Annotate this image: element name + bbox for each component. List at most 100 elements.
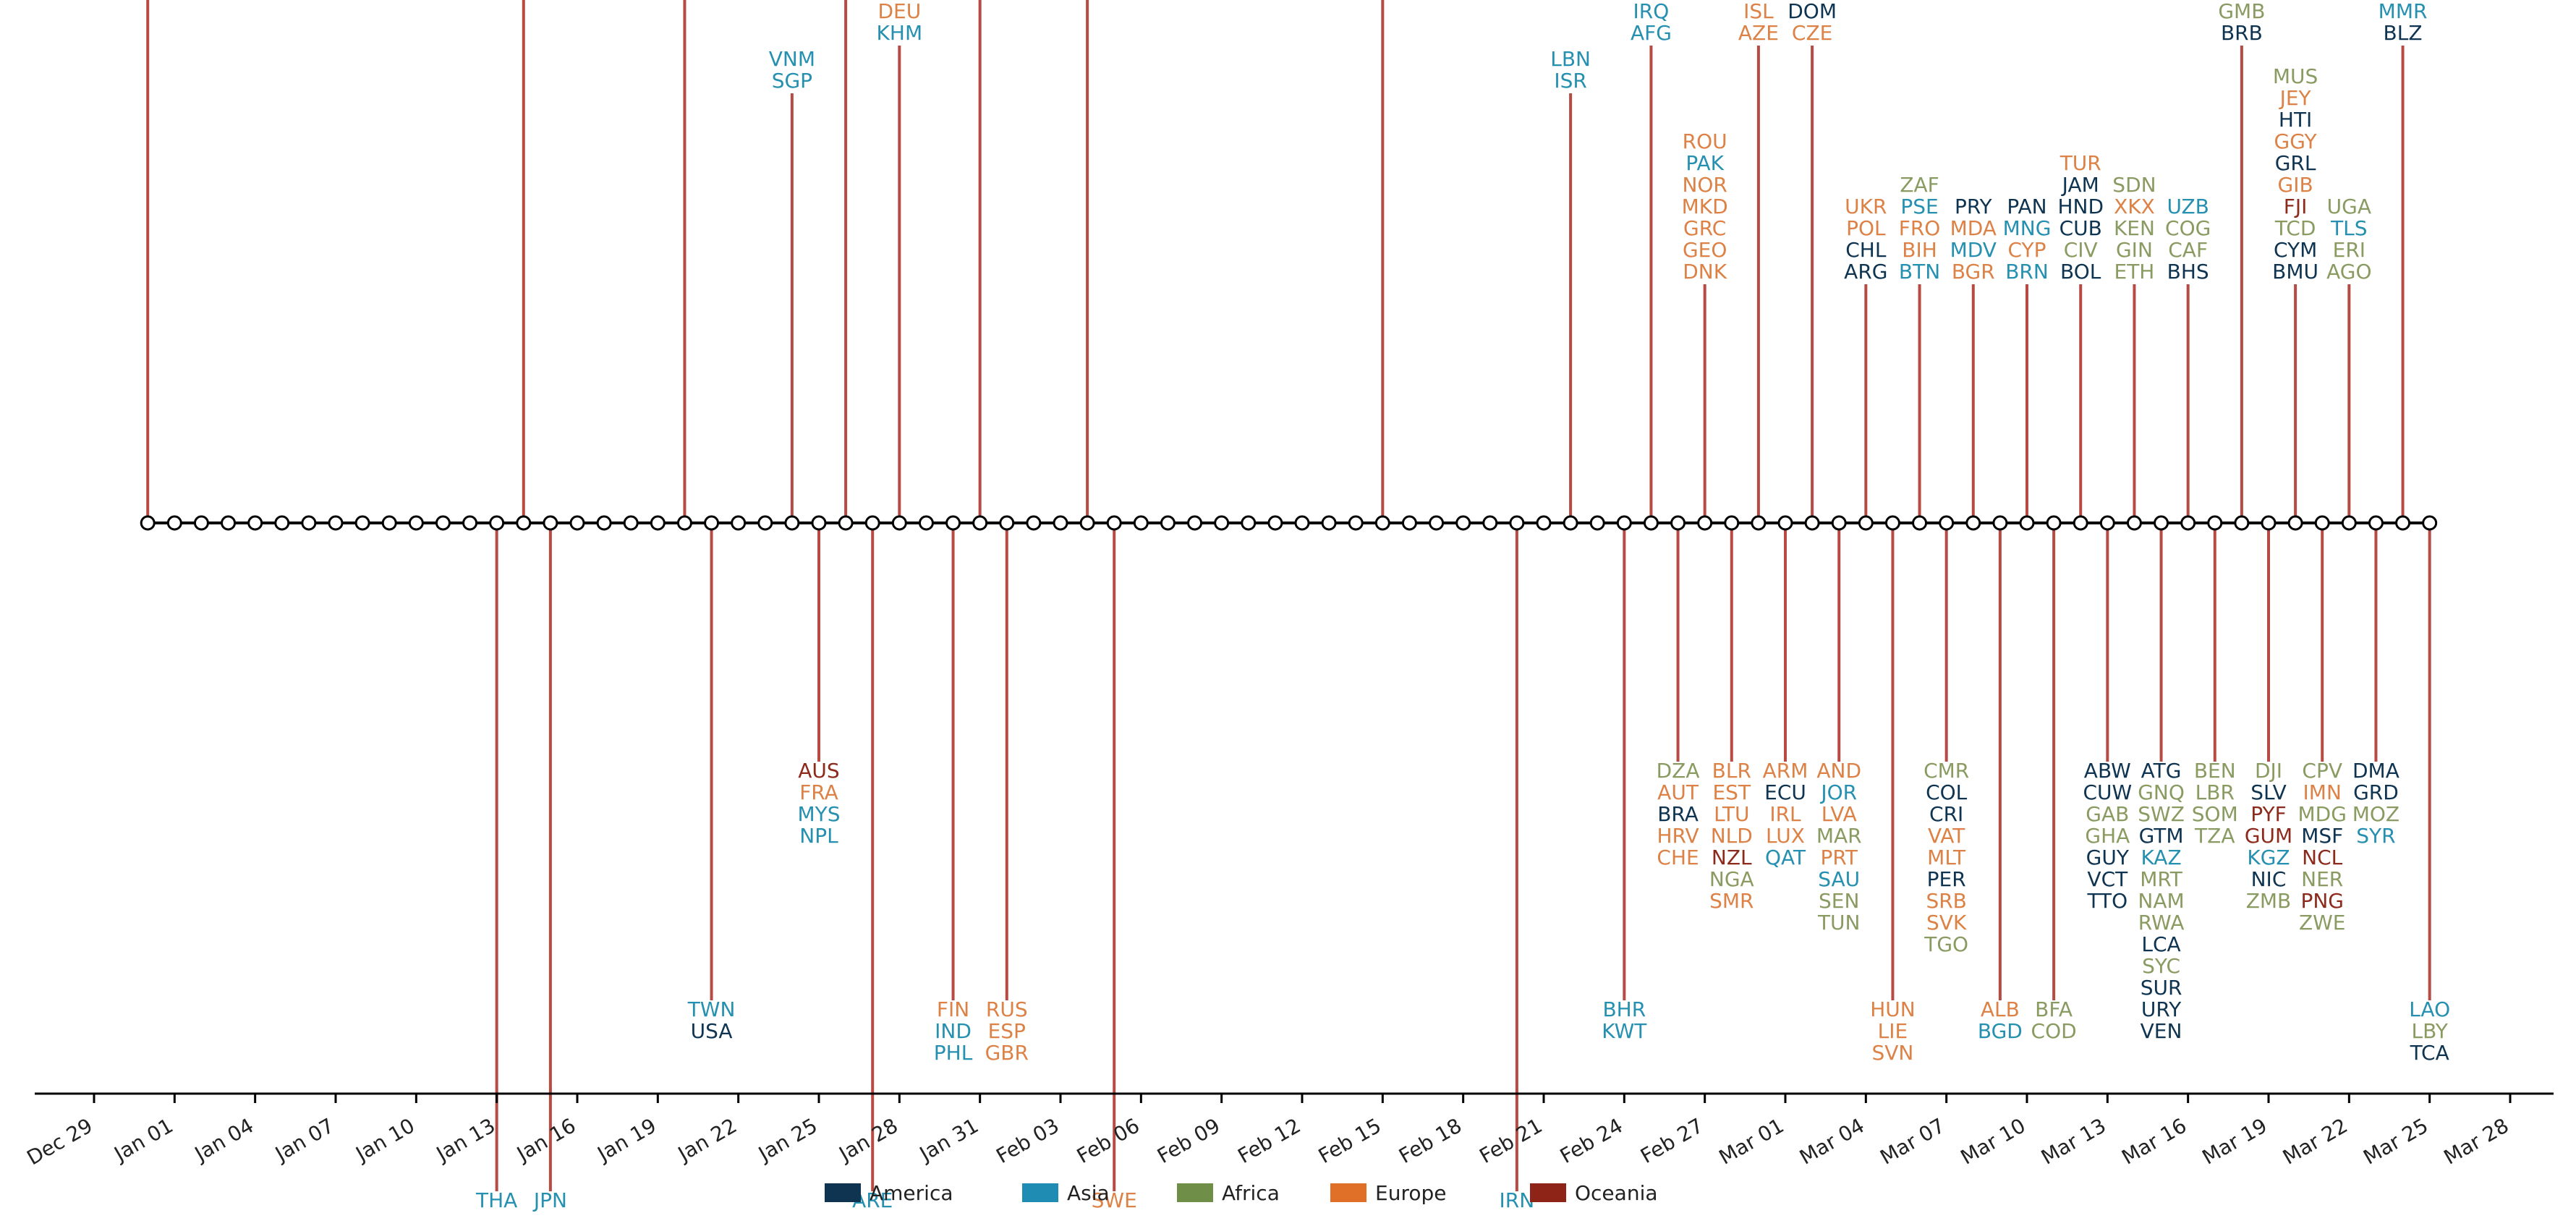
country-label: GGY — [2274, 129, 2318, 153]
country-label: PRT — [1821, 846, 1858, 869]
day-marker — [1670, 515, 1686, 531]
country-label: LUX — [1766, 824, 1805, 848]
country-label: CYM — [2274, 238, 2317, 262]
country-label: BRB — [2221, 21, 2263, 45]
legend-label: Asia — [1067, 1181, 1110, 1205]
country-label: SWZ — [2138, 802, 2185, 826]
country-label: USA — [691, 1019, 733, 1043]
country-label: CZE — [1792, 21, 1832, 45]
country-label: COD — [2031, 1019, 2077, 1043]
day-marker — [2368, 515, 2384, 531]
country-label: TLS — [2330, 216, 2367, 240]
country-label: NAM — [2138, 889, 2184, 913]
country-label: PER — [1927, 867, 1966, 891]
day-marker — [1616, 515, 1632, 531]
country-label: NLD — [1711, 824, 1753, 848]
country-label: TTO — [2086, 889, 2127, 913]
country-label: OMN — [1627, 0, 1675, 1]
x-tick-label: Jan 01 — [109, 1113, 177, 1166]
day-marker — [1026, 515, 1042, 531]
country-label: JOR — [1819, 780, 1857, 804]
country-label: GTM — [2139, 824, 2184, 848]
country-label: GHA — [2085, 824, 2130, 848]
country-label: AGO — [2326, 260, 2371, 284]
country-label: THA — [475, 1188, 517, 1212]
day-marker — [1777, 515, 1793, 531]
day-marker — [2287, 515, 2303, 531]
country-label: XKX — [2114, 195, 2155, 218]
day-marker — [1241, 515, 1257, 531]
country-label: SDN — [2112, 173, 2156, 197]
country-label: MUS — [2273, 64, 2318, 88]
day-marker — [1939, 515, 1955, 531]
country-label: BLR — [1712, 759, 1751, 783]
country-label: DEU — [877, 0, 921, 23]
country-label: BHS — [2167, 260, 2209, 284]
day-marker — [2422, 515, 2438, 531]
day-marker — [650, 515, 666, 531]
legend-label: Europe — [1375, 1181, 1446, 1205]
country-label: MMR — [2379, 0, 2428, 23]
country-label: ATG — [2141, 759, 2182, 783]
day-marker — [274, 515, 290, 531]
day-marker — [2154, 515, 2169, 531]
country-label: ERI — [2333, 238, 2365, 262]
country-label: LTU — [1714, 802, 1749, 826]
country-label: MNG — [2003, 216, 2052, 240]
x-tick-label: Dec 29 — [23, 1113, 97, 1170]
day-marker — [1589, 515, 1605, 531]
day-marker — [1053, 515, 1068, 531]
day-marker — [1348, 515, 1364, 531]
day-marker — [1321, 515, 1337, 531]
day-marker — [2314, 515, 2330, 531]
country-label: NOR — [1682, 173, 1727, 197]
x-tick-label: Jan 19 — [592, 1113, 660, 1166]
day-marker — [1429, 515, 1445, 531]
country-label: NCL — [2302, 846, 2342, 869]
country-label: IRL — [1769, 802, 1801, 826]
country-label: TCD — [2274, 216, 2316, 240]
day-marker — [838, 515, 854, 531]
country-label: PNG — [2300, 889, 2344, 913]
country-label: PYF — [2250, 802, 2286, 826]
x-tick-label: Mar 01 — [1715, 1113, 1788, 1169]
day-marker — [1079, 515, 1095, 531]
country-label: IRQ — [1633, 0, 1670, 23]
country-label: IMN — [2303, 780, 2342, 804]
country-label: SEN — [1819, 889, 1859, 913]
day-marker — [1106, 515, 1122, 531]
country-label: GRD — [2353, 780, 2399, 804]
country-label: TCA — [2410, 1041, 2449, 1065]
day-marker — [891, 515, 907, 531]
day-marker — [301, 515, 317, 531]
x-tick-label: Mar 13 — [2037, 1113, 2110, 1169]
day-marker — [1831, 515, 1847, 531]
country-label: PRY — [1955, 195, 1993, 218]
x-tick-label: Feb 24 — [1556, 1113, 1627, 1168]
day-marker — [408, 515, 424, 531]
x-tick-label: Feb 27 — [1636, 1113, 1707, 1168]
country-label: NGA — [1709, 867, 1754, 891]
country-label: CYP — [2007, 238, 2046, 262]
country-label: PHL — [934, 1041, 973, 1065]
legend-label: Africa — [1222, 1181, 1280, 1205]
country-label: MLT — [1927, 846, 1966, 869]
country-label: MSF — [2301, 824, 2343, 848]
day-marker — [166, 515, 182, 531]
country-label: SVK — [1926, 911, 1967, 935]
x-tick-label: Jan 10 — [351, 1113, 419, 1166]
day-marker — [1214, 515, 1230, 531]
country-label: TZA — [2194, 824, 2235, 848]
day-marker — [1965, 515, 1981, 531]
x-tick-label: Feb 06 — [1073, 1113, 1144, 1168]
country-label: DJI — [2255, 759, 2282, 783]
country-label: HND — [2057, 195, 2104, 218]
x-tick-label: Feb 18 — [1395, 1113, 1466, 1168]
country-label: KGZ — [2247, 846, 2290, 869]
country-label: LKA — [880, 0, 919, 1]
x-tick-label: Jan 04 — [190, 1113, 258, 1166]
country-label: UZB — [2167, 195, 2209, 218]
country-label: GUM — [2245, 824, 2292, 848]
country-label: PSE — [1900, 195, 1938, 218]
